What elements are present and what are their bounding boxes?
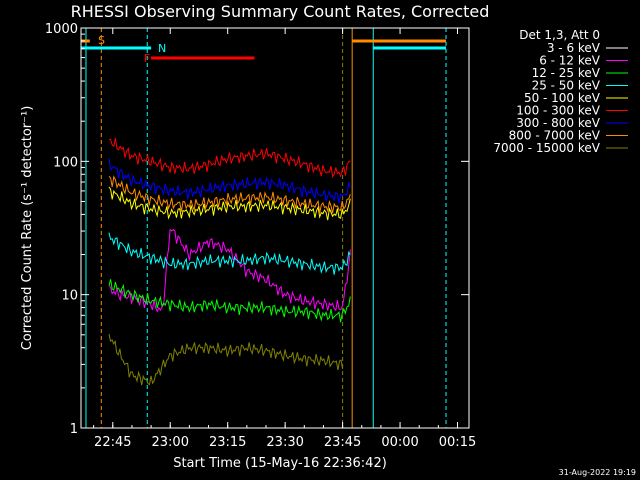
legend-title: Det 1,3, Att 0 xyxy=(519,28,600,42)
legend-label: 6 - 12 keV xyxy=(539,54,601,68)
plot-clip-group xyxy=(81,28,447,428)
legend-label: 7000 - 15000 keV xyxy=(493,141,600,155)
series-line xyxy=(108,138,351,179)
series-line xyxy=(108,279,351,323)
legend-label: 300 - 800 keV xyxy=(516,116,600,130)
legend-label: 3 - 6 keV xyxy=(547,41,601,55)
y-tick-label: 100 xyxy=(53,155,78,170)
x-tick-label: 23:15 xyxy=(209,435,246,450)
legend-label: 25 - 50 keV xyxy=(532,79,601,93)
series-line xyxy=(108,333,344,386)
x-tick-label: 23:45 xyxy=(324,435,361,450)
x-tick-label: 22:45 xyxy=(94,435,131,450)
legend-label: 12 - 25 keV xyxy=(532,66,601,80)
annotation-label: S xyxy=(98,34,105,47)
x-tick-label: 00:00 xyxy=(381,435,418,450)
y-tick-label: 1000 xyxy=(45,22,78,37)
x-axis-label: Start Time (15-May-16 22:36:42) xyxy=(173,456,387,471)
x-tick-label: 23:00 xyxy=(152,435,189,450)
legend-label: 100 - 300 keV xyxy=(516,104,600,118)
legend-label: 800 - 7000 keV xyxy=(509,129,601,143)
series-line xyxy=(108,157,351,204)
x-tick-label: 23:30 xyxy=(266,435,303,450)
series-line xyxy=(108,175,351,214)
y-tick-label: 10 xyxy=(61,289,78,304)
series-line xyxy=(108,232,351,275)
annotation-label: N xyxy=(158,42,166,55)
series-line xyxy=(108,228,351,313)
footer-date: 31-Aug-2022 19:19 xyxy=(559,468,636,477)
legend-label: 50 - 100 keV xyxy=(524,91,601,105)
chart-title: RHESSI Observing Summary Count Rates, Co… xyxy=(71,2,490,21)
series-line xyxy=(108,186,351,221)
annotation-label: F xyxy=(144,52,150,65)
y-axis-label: Corrected Count Rate (s⁻¹ detector⁻¹) xyxy=(20,106,35,351)
x-tick-label: 00:15 xyxy=(439,435,476,450)
plot-frame xyxy=(80,27,470,429)
series-line xyxy=(120,213,267,422)
y-tick-label: 1 xyxy=(70,422,78,437)
